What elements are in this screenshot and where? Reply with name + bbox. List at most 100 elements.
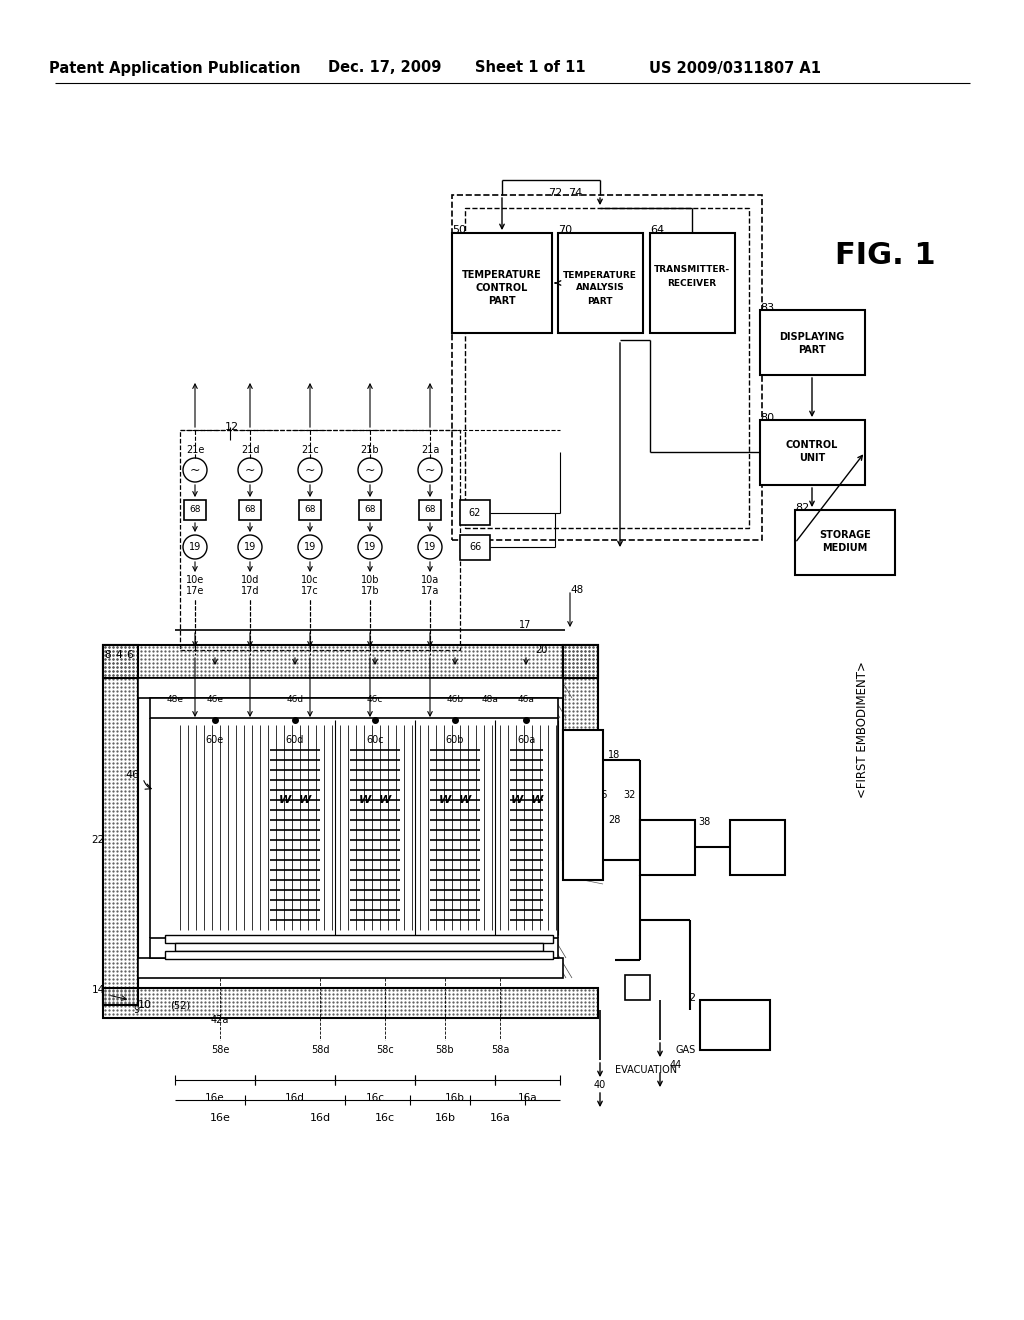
- Text: PART: PART: [488, 296, 516, 306]
- Text: 16c: 16c: [366, 1093, 384, 1104]
- Text: 24: 24: [577, 800, 589, 810]
- Text: TRANSMITTER-: TRANSMITTER-: [654, 265, 730, 275]
- Bar: [558, 234, 643, 333]
- Text: MEDIUM: MEDIUM: [822, 543, 867, 553]
- Text: 21b: 21b: [360, 445, 379, 455]
- Bar: [563, 730, 603, 880]
- Text: Dec. 17, 2009: Dec. 17, 2009: [329, 61, 441, 75]
- Text: ~: ~: [305, 463, 315, 477]
- Text: W: W: [510, 795, 522, 805]
- Bar: [103, 987, 598, 1018]
- Text: W: W: [358, 795, 371, 805]
- Text: 60a: 60a: [517, 735, 536, 744]
- Bar: [239, 500, 261, 520]
- Text: W: W: [439, 795, 452, 805]
- Text: W: W: [530, 795, 543, 805]
- Text: 66: 66: [469, 543, 481, 552]
- Text: 12: 12: [225, 422, 240, 432]
- Text: ~: ~: [245, 463, 255, 477]
- Text: 19: 19: [304, 543, 316, 552]
- Bar: [165, 950, 553, 960]
- Text: 6: 6: [127, 649, 133, 660]
- Text: TEMPERATURE: TEMPERATURE: [462, 271, 542, 280]
- Text: 17b: 17b: [360, 586, 379, 597]
- Text: 58c: 58c: [376, 1045, 394, 1055]
- Text: FIG. 1: FIG. 1: [835, 240, 935, 269]
- Text: ~: ~: [365, 463, 375, 477]
- Bar: [460, 535, 490, 560]
- Bar: [184, 500, 206, 520]
- Text: 40: 40: [594, 1080, 606, 1090]
- Text: 19: 19: [188, 543, 201, 552]
- Bar: [650, 234, 735, 333]
- Text: EVACUATION: EVACUATION: [615, 1065, 677, 1074]
- Text: CONTROL: CONTROL: [785, 440, 839, 450]
- Text: 10d: 10d: [241, 576, 259, 585]
- Text: 83: 83: [760, 304, 774, 313]
- Text: 58b: 58b: [435, 1045, 455, 1055]
- Text: 68: 68: [245, 506, 256, 515]
- Text: 10c: 10c: [301, 576, 318, 585]
- Text: 46d: 46d: [287, 696, 303, 705]
- Text: <FIRST EMBODIMENT>: <FIRST EMBODIMENT>: [856, 661, 869, 799]
- Text: 82: 82: [795, 503, 809, 513]
- Text: 21e: 21e: [185, 445, 204, 455]
- Text: 14: 14: [92, 985, 105, 995]
- Text: 32: 32: [623, 789, 635, 800]
- Text: 46a: 46a: [517, 696, 535, 705]
- Text: GAS: GAS: [675, 1045, 695, 1055]
- Text: 28: 28: [608, 814, 621, 825]
- Text: W: W: [279, 795, 291, 805]
- Text: 16a: 16a: [518, 1093, 538, 1104]
- Bar: [760, 420, 865, 484]
- Bar: [795, 510, 895, 576]
- Bar: [640, 820, 695, 875]
- Bar: [760, 310, 865, 375]
- Text: 34: 34: [631, 982, 643, 993]
- Bar: [625, 975, 650, 1001]
- Bar: [180, 430, 460, 649]
- Bar: [460, 500, 490, 525]
- Text: 16a: 16a: [489, 1113, 510, 1123]
- Bar: [452, 234, 552, 333]
- Text: 64: 64: [650, 224, 665, 235]
- Text: 10a: 10a: [421, 576, 439, 585]
- Text: 60c: 60c: [367, 735, 384, 744]
- Text: ~: ~: [189, 463, 201, 477]
- Text: 60b: 60b: [445, 735, 464, 744]
- Text: 17: 17: [519, 620, 531, 630]
- Text: 68: 68: [365, 506, 376, 515]
- Text: 17e: 17e: [185, 586, 204, 597]
- Text: 17a: 17a: [421, 586, 439, 597]
- Bar: [700, 1001, 770, 1049]
- Text: 48a: 48a: [481, 696, 499, 705]
- Text: 74: 74: [568, 187, 582, 198]
- Text: 19: 19: [364, 543, 376, 552]
- Text: 68: 68: [304, 506, 315, 515]
- Text: 22: 22: [92, 836, 105, 845]
- Bar: [175, 942, 543, 950]
- Text: W: W: [459, 795, 471, 805]
- Text: Sheet 1 of 11: Sheet 1 of 11: [475, 61, 586, 75]
- Text: 16d: 16d: [285, 1093, 305, 1104]
- Text: RECEIVER: RECEIVER: [668, 279, 717, 288]
- Text: PART: PART: [587, 297, 612, 305]
- Text: 72: 72: [548, 187, 562, 198]
- Bar: [465, 209, 749, 528]
- Bar: [299, 500, 321, 520]
- Text: 9: 9: [134, 1005, 140, 1015]
- Text: 16e: 16e: [210, 1113, 230, 1123]
- Text: 68: 68: [189, 506, 201, 515]
- Text: 46: 46: [126, 770, 140, 780]
- Text: 48: 48: [570, 585, 584, 595]
- Text: 16b: 16b: [445, 1093, 465, 1104]
- Text: 16c: 16c: [375, 1113, 395, 1123]
- Text: 44: 44: [670, 1060, 682, 1071]
- Bar: [165, 935, 553, 942]
- Bar: [452, 195, 762, 540]
- Bar: [563, 645, 598, 861]
- Text: TEMPERATURE: TEMPERATURE: [563, 271, 637, 280]
- Text: 8: 8: [104, 649, 112, 660]
- Bar: [150, 698, 558, 718]
- Text: 17c: 17c: [301, 586, 318, 597]
